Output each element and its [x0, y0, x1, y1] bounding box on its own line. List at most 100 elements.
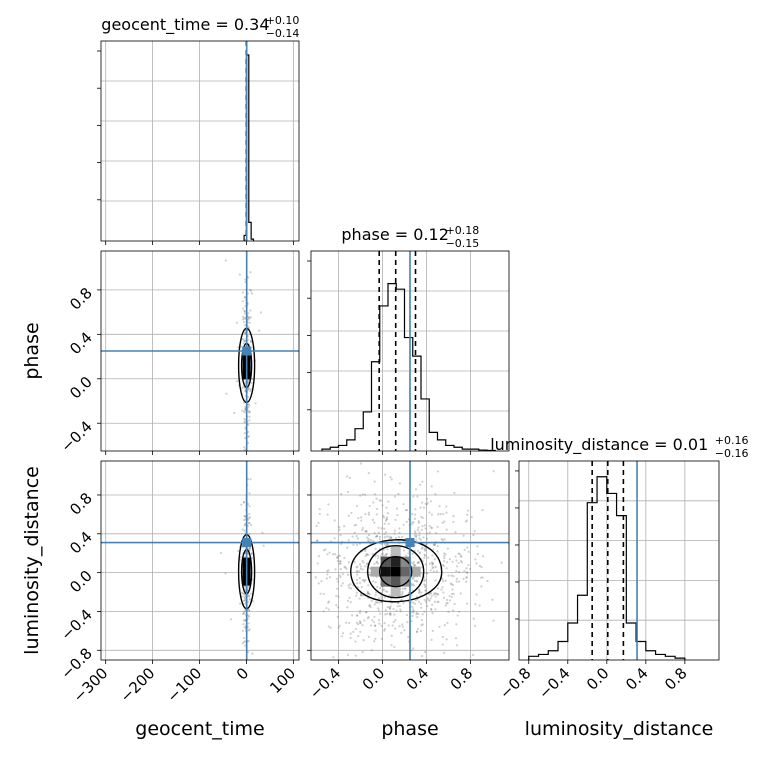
sample-point: [374, 594, 377, 597]
sample-point: [424, 585, 427, 589]
sample-point: [401, 535, 404, 538]
sample-point: [336, 556, 339, 560]
sample-point: [243, 586, 246, 589]
sample-point: [247, 410, 250, 413]
sample-point: [251, 652, 254, 655]
sample-point: [243, 500, 246, 504]
sample-point: [424, 584, 427, 587]
sample-point: [247, 594, 250, 597]
sample-point: [365, 553, 368, 556]
sample-point: [424, 527, 427, 530]
sample-point: [357, 517, 360, 520]
sample-point: [443, 556, 446, 560]
sample-point: [445, 598, 449, 602]
title-upper-error: +0.16: [715, 434, 749, 447]
sample-point: [324, 548, 327, 551]
sample-point: [415, 630, 419, 633]
sample-point: [467, 550, 470, 553]
sample-point: [414, 532, 417, 535]
sample-point: [416, 495, 419, 498]
sample-point: [479, 576, 483, 579]
sample-point: [474, 602, 477, 606]
sample-point: [388, 612, 392, 615]
sample-point: [339, 576, 342, 579]
sample-point: [356, 573, 359, 576]
sample-point: [458, 610, 461, 613]
sample-point: [441, 586, 444, 589]
sample-point: [248, 547, 252, 550]
sample-point: [240, 503, 243, 506]
sample-point: [248, 410, 251, 413]
sample-point: [386, 512, 390, 515]
sample-point: [242, 410, 246, 414]
sample-point: [248, 512, 251, 515]
sample-point: [346, 490, 350, 494]
sample-point: [414, 564, 417, 567]
sample-point: [445, 561, 449, 564]
sample-point: [443, 552, 446, 555]
x-tick-label: 0.0: [359, 664, 389, 694]
sample-point: [343, 565, 346, 568]
sample-point: [441, 563, 445, 567]
sample-point: [384, 552, 388, 556]
sample-point: [242, 619, 245, 622]
sample-point: [417, 521, 421, 524]
sample-point: [433, 543, 437, 546]
sample-point: [355, 504, 359, 508]
sample-point: [248, 532, 251, 536]
sample-point: [446, 621, 449, 624]
sample-point: [467, 564, 470, 567]
sample-point: [372, 620, 376, 624]
sample-point: [410, 584, 413, 587]
sample-point: [420, 606, 423, 609]
density-bin: [400, 576, 411, 587]
sample-point: [322, 610, 325, 613]
sample-point: [367, 584, 370, 587]
sample-point: [360, 594, 363, 597]
x-tick-label: 0.8: [447, 664, 477, 694]
sample-point: [424, 549, 427, 552]
title-lower-error: −0.14: [266, 27, 300, 40]
sample-point: [374, 547, 377, 550]
sample-point: [378, 535, 381, 538]
sample-point: [316, 539, 319, 542]
sample-point: [410, 512, 414, 516]
sample-point: [416, 580, 419, 583]
sample-point: [369, 538, 372, 542]
sample-point: [416, 562, 419, 565]
sample-point: [364, 578, 367, 582]
sample-point: [394, 618, 397, 622]
sample-point: [248, 316, 251, 319]
sample-point: [369, 566, 372, 570]
sample-point: [411, 577, 415, 580]
sample-point: [420, 528, 423, 531]
sample-point: [470, 516, 473, 519]
panel-frame: [310, 460, 510, 661]
sample-point: [395, 609, 398, 612]
sample-point: [432, 593, 435, 596]
sample-point: [418, 534, 421, 537]
sample-point: [424, 589, 427, 592]
sample-point: [451, 583, 455, 587]
sample-point: [248, 321, 251, 324]
sample-point: [247, 387, 250, 390]
sample-point: [317, 582, 320, 585]
sample-point: [243, 296, 246, 299]
sample-point: [434, 493, 437, 496]
sample-point: [398, 625, 401, 628]
sample-point: [455, 577, 459, 580]
sample-point: [445, 638, 448, 641]
sample-point: [375, 507, 379, 511]
sample-point: [243, 339, 246, 343]
sample-point: [250, 592, 253, 595]
sample-point: [250, 552, 253, 555]
sample-point: [372, 539, 375, 543]
sample-point: [412, 608, 415, 611]
sample-point: [249, 309, 252, 312]
sample-point: [422, 536, 425, 539]
sample-point: [401, 623, 404, 626]
sample-point: [421, 525, 424, 528]
sample-point: [428, 524, 431, 528]
sample-point: [432, 570, 436, 573]
sample-point: [332, 553, 335, 556]
